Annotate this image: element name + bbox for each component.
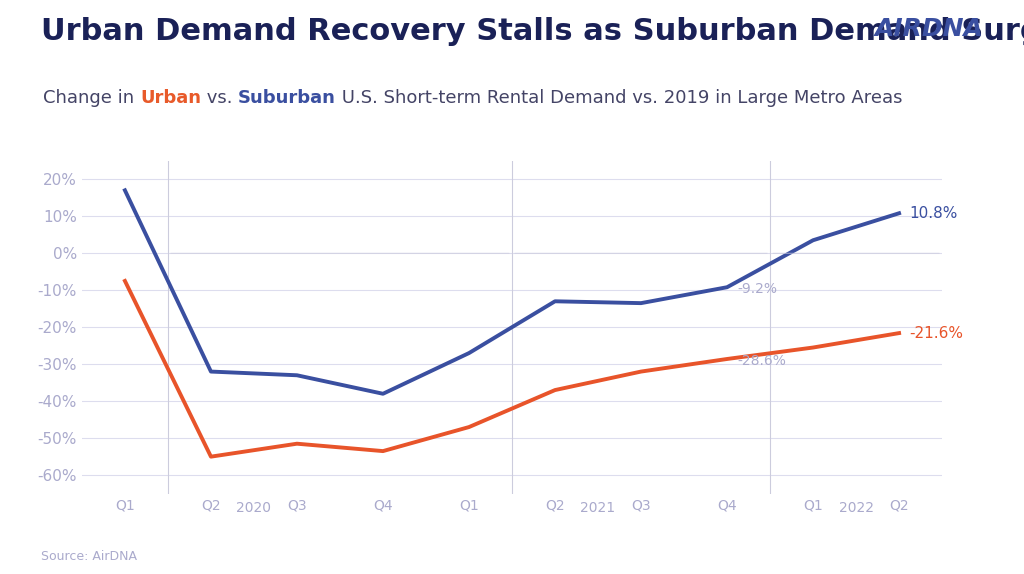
Text: -9.2%: -9.2% bbox=[737, 282, 777, 296]
Text: Urban: Urban bbox=[140, 89, 201, 107]
Text: U.S. Short-term Rental Demand vs. 2019 in Large Metro Areas: U.S. Short-term Rental Demand vs. 2019 i… bbox=[336, 89, 902, 107]
Text: Urban Demand Recovery Stalls as Suburban Demand Surges: Urban Demand Recovery Stalls as Suburban… bbox=[41, 17, 1024, 46]
Text: -28.6%: -28.6% bbox=[737, 354, 786, 368]
Text: Source: AirDNA: Source: AirDNA bbox=[41, 549, 137, 563]
Text: AIRDNA: AIRDNA bbox=[874, 17, 983, 41]
Text: Suburban: Suburban bbox=[239, 89, 336, 107]
Text: -21.6%: -21.6% bbox=[909, 325, 964, 340]
Text: vs.: vs. bbox=[201, 89, 239, 107]
Text: 10.8%: 10.8% bbox=[909, 205, 957, 221]
Text: 2020: 2020 bbox=[237, 501, 271, 515]
Text: 2021: 2021 bbox=[581, 501, 615, 515]
Text: 2022: 2022 bbox=[839, 501, 873, 515]
Text: Change in: Change in bbox=[43, 89, 140, 107]
